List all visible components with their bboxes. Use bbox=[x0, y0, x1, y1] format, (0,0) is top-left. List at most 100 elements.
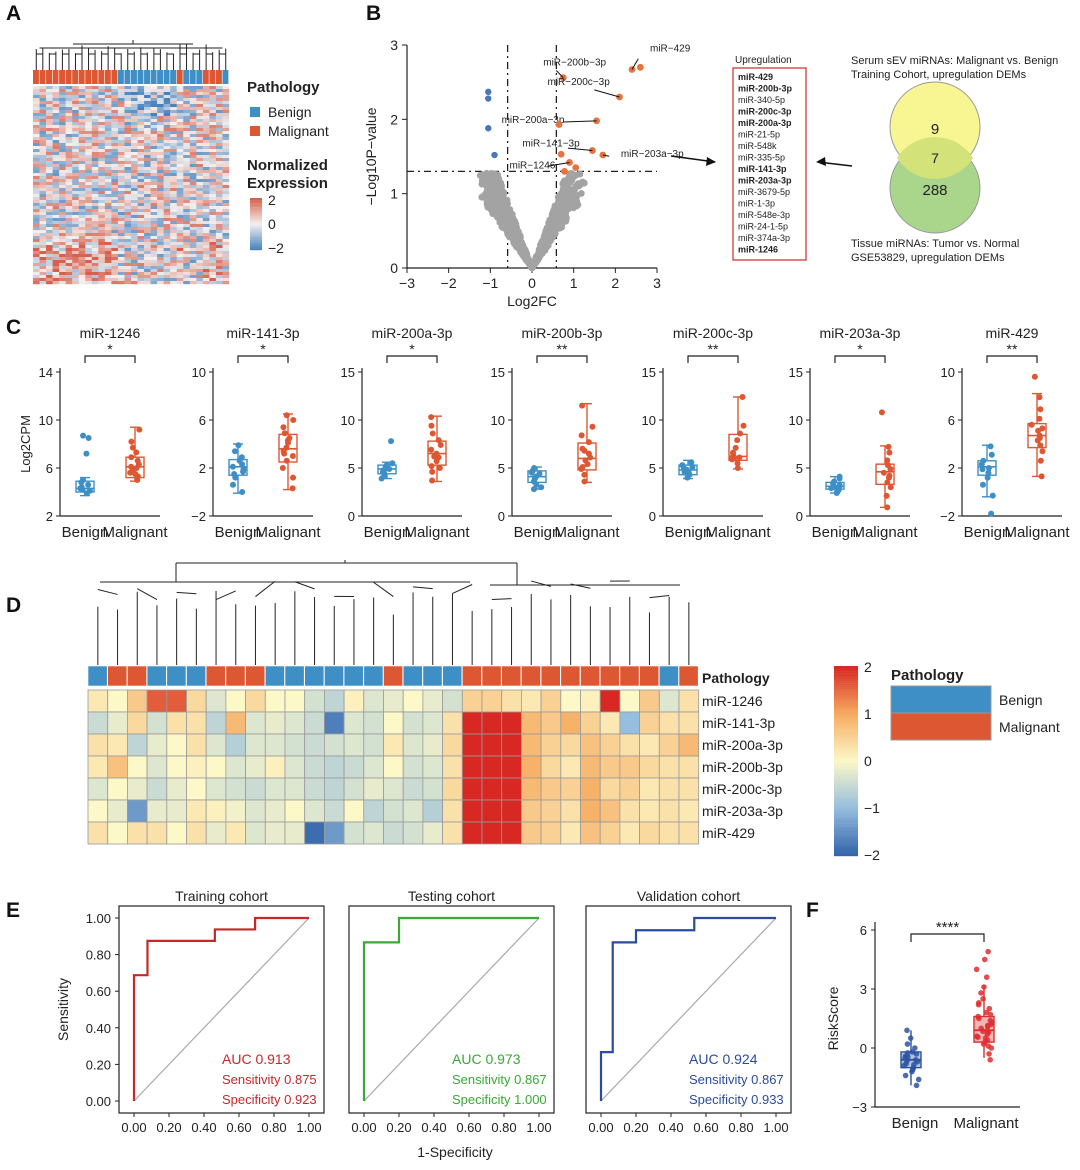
scale-bar-segment bbox=[250, 231, 262, 234]
heatmap-cell bbox=[209, 152, 217, 156]
heatmap-cell bbox=[209, 119, 217, 123]
roc-y-label: Sensitivity bbox=[55, 978, 71, 1041]
heatmap-cell bbox=[124, 242, 132, 246]
heatmap-cell bbox=[127, 733, 148, 757]
heatmap-cell bbox=[202, 128, 210, 132]
heatmap-cell bbox=[127, 777, 148, 801]
arrow-head bbox=[706, 157, 716, 166]
heatmap-cell bbox=[196, 170, 204, 174]
heatmap-cell bbox=[85, 113, 92, 117]
heatmap-cell bbox=[131, 140, 138, 144]
panel-label: D bbox=[6, 594, 21, 617]
heatmap-cell bbox=[383, 711, 404, 735]
heatmap-cell bbox=[131, 224, 138, 228]
volcano-point-ns bbox=[478, 180, 486, 188]
heatmap-cell bbox=[170, 140, 177, 144]
scale-bar-segment bbox=[834, 749, 858, 752]
heatmap-cell bbox=[72, 164, 79, 168]
heatmap-cell bbox=[189, 110, 197, 114]
heatmap-cell bbox=[215, 248, 223, 252]
heatmap-cell bbox=[65, 275, 73, 279]
heatmap-cell bbox=[215, 116, 223, 120]
heatmap-cell bbox=[144, 203, 151, 207]
heatmap-cell bbox=[501, 821, 522, 845]
malignant-point bbox=[281, 430, 288, 437]
heatmap-cell bbox=[163, 164, 171, 168]
y-tick-label: 2 bbox=[948, 461, 955, 476]
heatmap-cell bbox=[46, 260, 53, 264]
heatmap-cell bbox=[196, 134, 204, 138]
heatmap-cell bbox=[202, 263, 210, 267]
heatmap-cell bbox=[46, 110, 53, 114]
volcano-point-ns bbox=[551, 228, 559, 235]
heatmap-cell bbox=[104, 107, 112, 111]
heatmap-cell bbox=[46, 209, 53, 213]
heatmap-cell bbox=[196, 251, 204, 255]
y-tick-label: 10 bbox=[491, 413, 505, 428]
heatmap-cell bbox=[170, 215, 177, 219]
annotation-cell bbox=[183, 70, 190, 84]
heatmap-cell bbox=[111, 152, 119, 156]
heatmap-cell bbox=[124, 104, 132, 108]
heatmap-cell bbox=[65, 143, 73, 147]
heatmap-cell bbox=[91, 272, 99, 276]
heatmap-cell bbox=[137, 89, 145, 93]
heatmap-cell bbox=[150, 173, 158, 177]
heatmap-cell bbox=[176, 116, 184, 120]
roc-diagonal bbox=[600, 917, 777, 1102]
panel-a: PathologyBenignMalignantNormalizedExpres… bbox=[33, 40, 329, 285]
heatmap-cell bbox=[124, 254, 132, 258]
heatmap-cell bbox=[59, 167, 66, 171]
scale-bar-segment bbox=[834, 759, 858, 762]
heatmap-cell bbox=[72, 191, 79, 195]
heatmap-cell bbox=[137, 158, 145, 162]
heatmap-cell bbox=[39, 140, 47, 144]
heatmap-cell bbox=[402, 711, 424, 735]
heatmap-cell bbox=[580, 689, 601, 713]
heatmap-cell bbox=[157, 188, 164, 192]
heatmap-cell bbox=[202, 125, 210, 129]
heatmap-cell bbox=[196, 128, 204, 132]
heatmap-cell bbox=[104, 128, 112, 132]
heatmap-cell bbox=[104, 266, 112, 270]
malignant-point bbox=[1031, 373, 1038, 380]
heatmap-cell bbox=[157, 137, 164, 141]
heatmap-cell bbox=[202, 272, 210, 276]
heatmap-cell bbox=[157, 269, 164, 273]
heatmap-cell bbox=[157, 194, 164, 198]
heatmap-cell bbox=[183, 182, 190, 186]
heatmap-cell bbox=[222, 116, 230, 120]
heatmap-cell bbox=[222, 176, 230, 180]
heatmap-cell bbox=[150, 257, 158, 261]
heatmap-cell bbox=[343, 755, 365, 779]
scale-bar-segment bbox=[834, 724, 858, 727]
heatmap-cell bbox=[144, 215, 151, 219]
heatmap-cell bbox=[72, 155, 79, 159]
heatmap-cell bbox=[78, 236, 86, 240]
heatmap-cell bbox=[91, 200, 99, 204]
x-category-label: Malignant bbox=[255, 524, 321, 541]
heatmap-cell bbox=[163, 278, 171, 282]
heatmap-cell bbox=[104, 110, 112, 114]
heatmap-cell bbox=[85, 260, 92, 264]
heatmap-cell bbox=[72, 212, 79, 216]
legend-label-benign: Benign bbox=[999, 692, 1043, 708]
annotation-cell bbox=[343, 665, 364, 687]
scale-bar-segment bbox=[250, 229, 262, 231]
heatmap-cell bbox=[196, 89, 204, 93]
heatmap-cell bbox=[52, 104, 60, 108]
heatmap-cell bbox=[150, 140, 158, 144]
heatmap-cell bbox=[183, 197, 190, 201]
x-tick-label: 0.80 bbox=[728, 1120, 753, 1135]
heatmap-cell bbox=[91, 125, 99, 129]
heatmap-cell bbox=[202, 107, 210, 111]
volcano-point-ns bbox=[512, 229, 520, 236]
malignant-point bbox=[984, 1022, 991, 1029]
heatmap-cell bbox=[131, 104, 138, 108]
heatmap-cell bbox=[33, 266, 40, 270]
heatmap-cell bbox=[137, 275, 145, 279]
heatmap-cell bbox=[137, 134, 145, 138]
heatmap-cell bbox=[131, 200, 138, 204]
scale-bar-segment bbox=[834, 719, 858, 722]
heatmap-cell bbox=[215, 197, 223, 201]
